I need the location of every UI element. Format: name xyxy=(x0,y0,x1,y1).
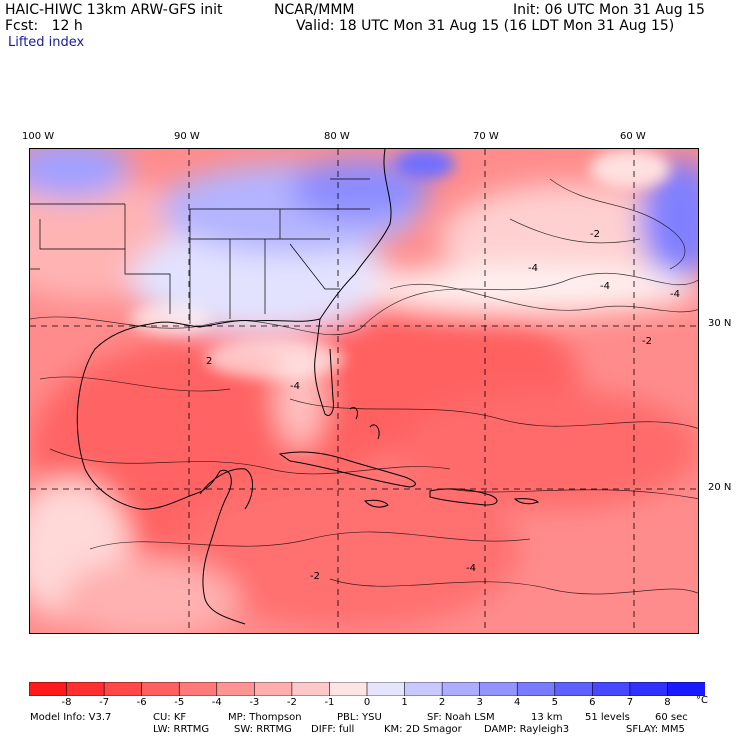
info-sflay: SFLAY: MM5 xyxy=(626,724,685,735)
colorbar-swatch xyxy=(441,681,481,697)
contour-label: -4 xyxy=(290,381,300,392)
colorbar-tick-label: 7 xyxy=(626,697,634,708)
latlon-grid xyxy=(30,149,698,633)
contour-label: -4 xyxy=(600,281,610,292)
contour-label: -2 xyxy=(642,336,652,347)
info-shortwave: SW: RRTMG xyxy=(234,724,292,735)
colorbar-tick-label: 4 xyxy=(514,697,521,708)
info-model-version: Model Info: V3.7 xyxy=(30,712,112,723)
contour-label: -2 xyxy=(590,229,600,240)
lifted-index-map: -2 -4 -4 -4 -2 2 -4 -4 -2 xyxy=(29,148,699,634)
map-canvas: -2 -4 -4 -4 -2 2 -4 -4 -2 xyxy=(30,149,698,633)
colorbar-swatch xyxy=(667,681,706,697)
info-km: KM: 2D Smagor xyxy=(384,724,462,735)
colorbar-tick-label: 1 xyxy=(401,697,408,708)
contour-value-labels: -2 -4 -4 -4 -2 2 -4 -4 -2 xyxy=(206,229,680,582)
info-diffusion: DIFF: full xyxy=(311,724,355,735)
coastlines xyxy=(76,149,539,625)
info-cumulus: CU: KF xyxy=(153,712,187,723)
colorbar-swatch xyxy=(291,681,331,697)
contour-label: -4 xyxy=(466,563,476,574)
colorbar-tick-label: -1 xyxy=(324,697,335,708)
field-name: Lifted index xyxy=(8,35,85,50)
lon-label-90w: 90 W xyxy=(174,131,200,142)
colorbar-swatch xyxy=(479,681,519,697)
info-microphysics: MP: Thompson xyxy=(228,712,302,723)
org-label: NCAR/MMM xyxy=(274,2,355,18)
lat-label-20n: 20 N xyxy=(708,482,732,493)
colorbar-swatch xyxy=(216,681,256,697)
contour-label: 2 xyxy=(206,356,212,367)
lon-label-70w: 70 W xyxy=(473,131,499,142)
contour-label: -4 xyxy=(670,289,680,300)
colorbar-tick-label: -7 xyxy=(99,697,110,708)
colorbar-tick-label: -2 xyxy=(286,697,297,708)
lat-label-30n: 30 N xyxy=(708,318,732,329)
colorbar-swatch xyxy=(629,681,669,697)
info-levels: 51 levels xyxy=(585,712,630,723)
lon-label-80w: 80 W xyxy=(324,131,350,142)
colorbar-tick-label: -6 xyxy=(136,697,147,708)
colorbar-swatch xyxy=(28,681,68,697)
lon-label-100w: 100 W xyxy=(22,131,55,142)
colorbar-swatch xyxy=(404,681,443,697)
colorbar-swatch xyxy=(366,681,406,697)
colorbar-swatch xyxy=(329,681,368,697)
colorbar-tick-label: -4 xyxy=(211,697,222,708)
model-title: HAIC-HIWC 13km ARW-GFS init xyxy=(5,2,223,18)
field-shading xyxy=(30,149,698,633)
colorbar-swatch xyxy=(254,681,293,697)
init-time: Init: 06 UTC Mon 31 Aug 15 xyxy=(513,2,705,18)
colorbar-swatches xyxy=(28,681,706,697)
colorbar-tick-label: -8 xyxy=(61,697,72,708)
contour-label: -4 xyxy=(528,263,538,274)
colorbar-swatch xyxy=(554,681,594,697)
forecast-hour: Fcst: 12 h xyxy=(5,18,83,34)
colorbar-tick-label: 3 xyxy=(476,697,483,708)
info-longwave: LW: RRTMG xyxy=(153,724,210,735)
colorbar-tick-label: -3 xyxy=(249,697,260,708)
info-surface: SF: Noah LSM xyxy=(427,712,495,723)
colorbar-tick-label: 5 xyxy=(551,697,558,708)
colorbar-tick-label: 6 xyxy=(589,697,596,708)
colorbar-unit: °C xyxy=(696,695,708,706)
info-timestep: 60 sec xyxy=(655,712,688,723)
contour-label: -2 xyxy=(310,571,320,582)
lon-label-60w: 60 W xyxy=(620,131,646,142)
info-pbl: PBL: YSU xyxy=(337,712,382,723)
colorbar-swatch xyxy=(141,681,181,697)
colorbar-tick-label: 2 xyxy=(438,697,446,708)
colorbar-swatch xyxy=(516,681,556,697)
colorbar-tick-label: 8 xyxy=(664,697,671,708)
colorbar-swatch xyxy=(103,681,143,697)
info-resolution: 13 km xyxy=(531,712,563,723)
colorbar-swatch xyxy=(66,681,105,697)
colorbar-swatch xyxy=(178,681,218,697)
colorbar-swatch xyxy=(592,681,631,697)
colorbar-tick-label: -5 xyxy=(174,697,185,708)
state-borders xyxy=(30,178,370,324)
colorbar-tick-label: 0 xyxy=(363,697,371,708)
valid-time: Valid: 18 UTC Mon 31 Aug 15 (16 LDT Mon … xyxy=(296,18,675,34)
colorbar xyxy=(28,681,706,697)
info-damping: DAMP: Rayleigh3 xyxy=(484,724,570,735)
